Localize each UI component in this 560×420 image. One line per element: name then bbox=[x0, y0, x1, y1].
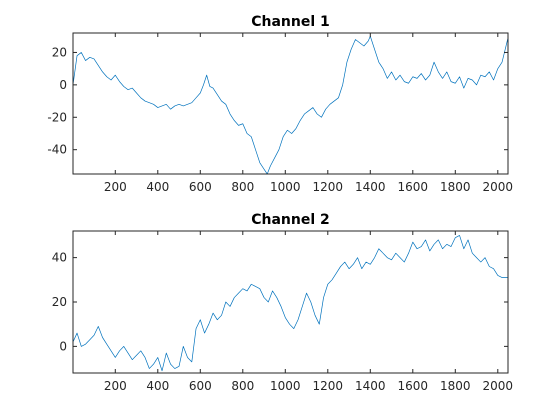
x-tick-label: 1000 bbox=[270, 180, 301, 194]
x-tick-label: 800 bbox=[231, 180, 254, 194]
x-tick-label: 1400 bbox=[355, 180, 386, 194]
x-tick-label: 1000 bbox=[270, 379, 301, 393]
axes-channel-1: 200 400 600 800 1000 1200 1400 1600 1800 2000-40-… bbox=[47, 14, 513, 194]
x-tick-label: 200 bbox=[104, 180, 127, 194]
axes-channel-2: 200 400 600 800 1000 1200 1400 1600 1800 2000 0 20 4… bbox=[52, 212, 513, 393]
x-tick-label: 1600 bbox=[398, 180, 429, 194]
x-tick-label: 600 bbox=[189, 180, 212, 194]
x-tick-label: 2000 bbox=[483, 180, 514, 194]
x-tick-label: 1400 bbox=[355, 379, 386, 393]
x-tick-label: 800 bbox=[231, 379, 254, 393]
x-tick-label: 400 bbox=[146, 379, 169, 393]
y-tick-label: -40 bbox=[47, 143, 67, 157]
series-line-channel-2 bbox=[73, 235, 508, 372]
axes-box-channel-1 bbox=[72, 32, 509, 175]
y-tick-label: 20 bbox=[52, 45, 67, 59]
series-line-channel-1 bbox=[73, 35, 508, 174]
chart-title-channel-2: Channel 2 bbox=[251, 212, 330, 228]
x-tick-label: 1200 bbox=[313, 379, 344, 393]
x-tick-label: 1200 bbox=[313, 180, 344, 194]
x-tick-label: 200 bbox=[104, 379, 127, 393]
x-tick-label: 2000 bbox=[483, 379, 514, 393]
y-tick-label: 40 bbox=[52, 251, 67, 265]
x-tick-label: 600 bbox=[189, 379, 212, 393]
y-tick-label: 20 bbox=[52, 295, 67, 309]
y-tick-label: 0 bbox=[59, 78, 67, 92]
chart-title-channel-1: Channel 1 bbox=[251, 14, 330, 30]
x-tick-label: 400 bbox=[146, 180, 169, 194]
x-tick-label: 1800 bbox=[440, 180, 471, 194]
x-tick-label: 1800 bbox=[440, 379, 471, 393]
y-tick-label: -20 bbox=[47, 110, 67, 124]
x-tick-label: 1600 bbox=[398, 379, 429, 393]
y-tick-label: 0 bbox=[59, 339, 67, 353]
